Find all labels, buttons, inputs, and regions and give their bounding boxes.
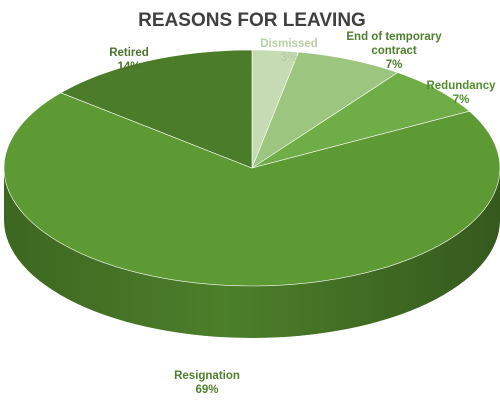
slice-label-end-of-temporary-contract: End of temporary contract 7% — [346, 31, 442, 71]
slice-value-end-of-temporary-contract: 7% — [386, 59, 403, 71]
pie-slice-resignation — [3, 92, 500, 287]
slice-label-retired: Retired 14% — [109, 47, 149, 73]
pie-side-wall — [4, 168, 500, 338]
slice-label-dismissed: Dismissed 3% — [260, 38, 318, 64]
slice-value-redundancy: 7% — [453, 94, 470, 106]
slice-value-resignation: 69% — [195, 384, 218, 396]
pie-side — [4, 168, 500, 338]
slice-value-dismissed: 3% — [281, 52, 298, 64]
pie-slice-redundancy — [251, 72, 470, 169]
pie-slice-retired — [60, 49, 253, 169]
pie-labels: Dismissed 3% End of temporary contract 7% Red… — [109, 31, 496, 396]
chart-title: REASONS FOR LEAVING — [138, 10, 366, 31]
slice-label-redundancy: Redundancy 7% — [426, 80, 496, 106]
slice-value-retired: 14% — [117, 61, 140, 73]
pie-slice-end-of-temporary-contract — [251, 51, 399, 169]
pie-top — [3, 49, 500, 287]
slice-label-resignation: Resignation 69% — [174, 370, 240, 396]
